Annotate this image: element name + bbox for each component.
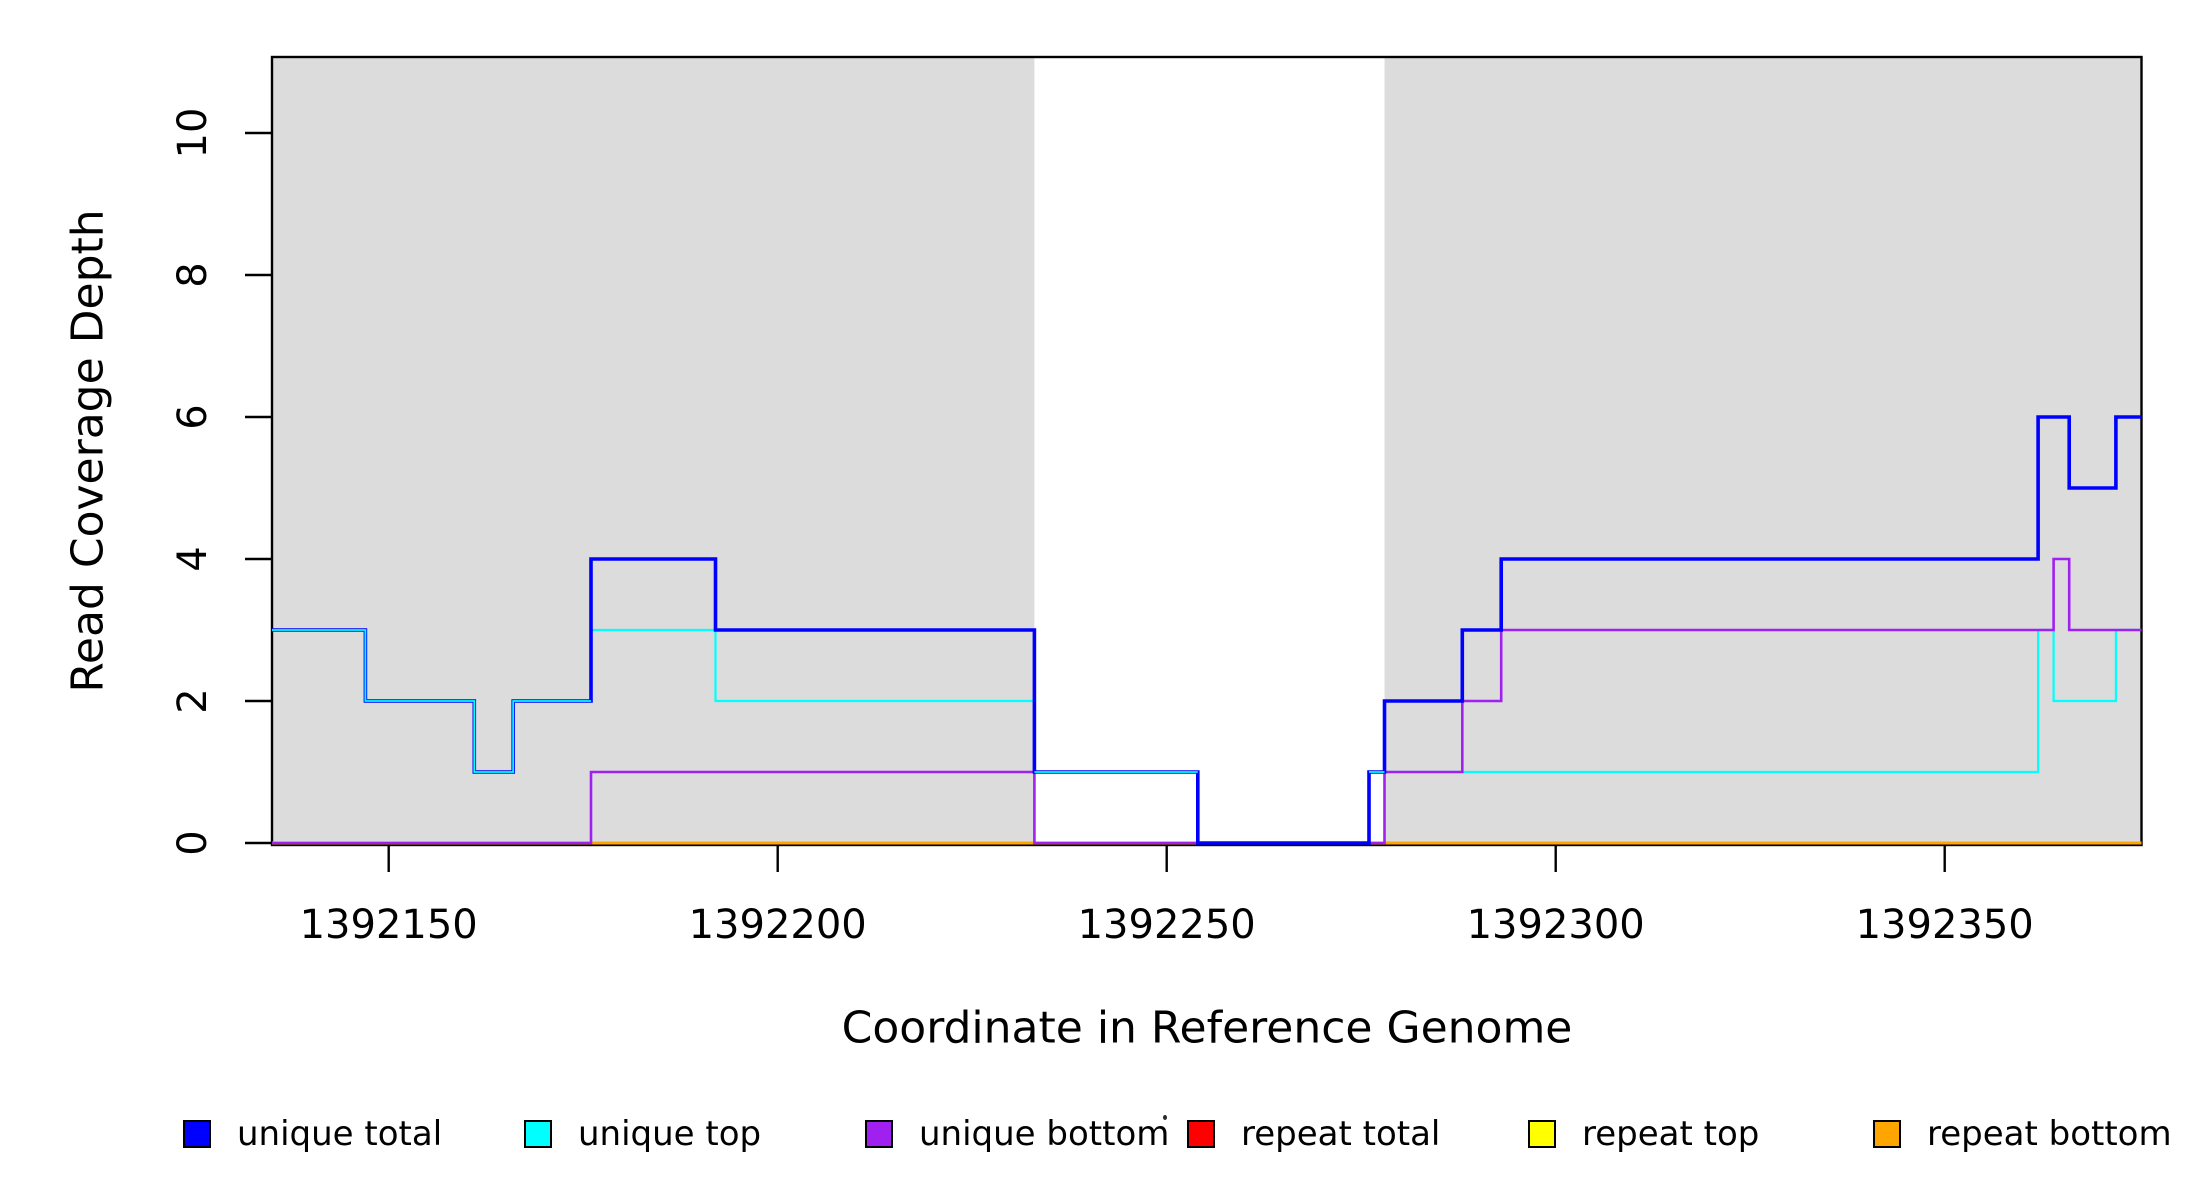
legend-swatch-repeat-total [1187, 1120, 1215, 1148]
x-tick-label: 1392300 [1467, 902, 1645, 948]
legend-label: unique top [578, 1114, 762, 1154]
legend-label: repeat bottom [1927, 1114, 2172, 1154]
x-tick-label: 1392350 [1856, 902, 2034, 948]
y-tick-label: 4 [170, 546, 216, 571]
shaded-region [272, 57, 1035, 845]
legend-label: repeat total [1241, 1114, 1441, 1154]
legend-item-repeat-bottom: repeat bottom [1873, 1114, 2172, 1154]
legend-item-unique-top: unique top [524, 1114, 761, 1154]
series-unique-bottom [272, 557, 2142, 845]
y-tick-label: 10 [170, 108, 216, 159]
legend-label: unique total [237, 1114, 443, 1154]
x-axis-title: Coordinate in Reference Genome [841, 1002, 1573, 1054]
legend-swatch-repeat-bottom [1873, 1120, 1901, 1148]
y-tick-label: 6 [170, 404, 216, 429]
legend-swatch-unique-top [524, 1120, 552, 1148]
shaded-region [1384, 57, 2142, 845]
legend-label: repeat top [1582, 1114, 1760, 1154]
legend-item-repeat-total: repeat total [1187, 1114, 1440, 1154]
x-tick-label: 1392150 [300, 902, 478, 948]
legend-item-unique-total: unique total [183, 1114, 442, 1154]
series-unique-top-overlap [272, 629, 1385, 773]
x-tick-label: 1392250 [1078, 902, 1256, 948]
legend-swatch-unique-bottom [865, 1120, 893, 1148]
legend-item-repeat-top: repeat top [1528, 1114, 1759, 1154]
plot-box [270, 55, 2143, 847]
y-tick-label: 0 [170, 830, 216, 855]
legend-swatch-unique-total [183, 1120, 211, 1148]
y-tick-label: 8 [170, 262, 216, 287]
stray-mark [1163, 1115, 1167, 1120]
y-tick-label: 2 [170, 688, 216, 713]
x-tick-label: 1392200 [689, 902, 867, 948]
legend-label: unique bottom [919, 1114, 1170, 1154]
y-axis-title: Read Coverage Depth [62, 209, 114, 693]
legend-item-unique-bottom: unique bottom [865, 1114, 1169, 1154]
legend-swatch-repeat-top [1528, 1120, 1556, 1148]
